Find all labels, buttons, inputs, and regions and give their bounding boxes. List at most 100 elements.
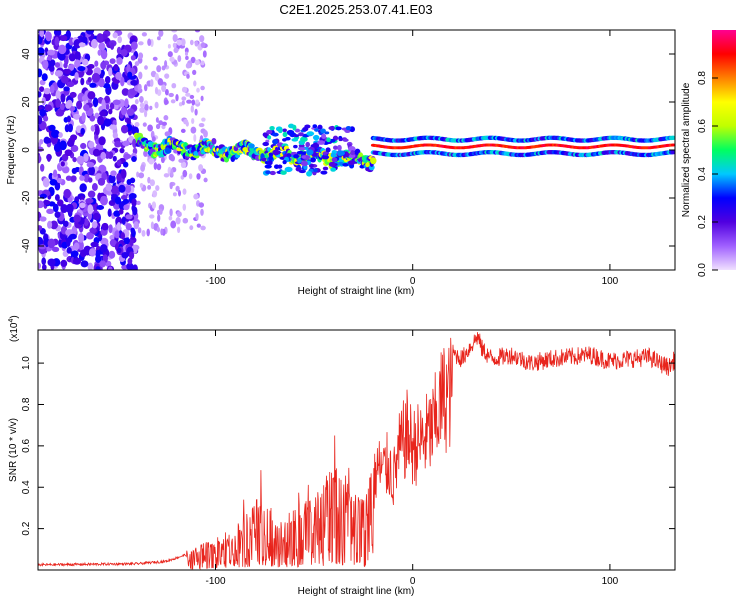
spectrogram-noise-cell xyxy=(81,36,88,43)
spectrogram-noise-cell xyxy=(91,38,98,49)
spectrogram-noise-cell xyxy=(173,47,179,54)
snr-y-tick-label: 0.4 xyxy=(21,480,32,494)
spectrogram-noise-cell xyxy=(54,62,61,68)
spectrogram-noise-cell xyxy=(38,142,42,148)
spectrogram-noise-cell xyxy=(66,115,72,123)
spectrogram-noise-cell xyxy=(182,203,187,211)
spectrogram-signal-cell xyxy=(317,124,323,130)
spectrogram-noise-cell xyxy=(170,220,177,229)
spectrogram-noise-cell xyxy=(182,217,189,224)
spectrogram-noise-cell xyxy=(108,250,116,259)
spectrogram-signal-cell xyxy=(286,153,292,158)
spectrogram-noise-cell xyxy=(63,220,69,227)
spectrogram-noise-cell xyxy=(139,95,144,103)
spectrogram-noise-cell xyxy=(116,221,122,231)
spectrogram-signal-cell xyxy=(312,142,320,149)
spectrogram-noise-cell xyxy=(185,62,191,69)
spectrogram-noise-cell xyxy=(158,120,163,126)
spectrogram-noise-cell xyxy=(137,83,142,91)
spectrogram-signal-cell xyxy=(337,144,342,151)
spectrogram-noise-cell xyxy=(100,49,108,60)
spectrogram-noise-cell xyxy=(143,84,148,92)
spectrogram-noise-cell xyxy=(200,85,205,91)
spectrogram-noise-cell xyxy=(56,199,64,207)
spectrogram-noise-cell xyxy=(194,59,200,66)
spectrogram-noise-cell xyxy=(138,41,144,46)
spectrogram-noise-cell xyxy=(144,65,148,70)
spectrogram-signal-cell xyxy=(305,141,310,148)
spectrogram-noise-cell xyxy=(138,52,144,60)
spectrogram-noise-cell xyxy=(66,247,72,254)
spectrogram-noise-cell xyxy=(55,109,64,117)
spectrogram-noise-cell xyxy=(44,104,52,112)
spectrogram-noise-cell xyxy=(66,81,75,88)
snr-y-tick-label: 0.2 xyxy=(21,521,32,535)
spectrogram-noise-cell xyxy=(87,204,94,215)
spectrogram-noise-cell xyxy=(55,90,61,100)
spectrogram-signal-cell xyxy=(347,145,356,152)
spectrogram-noise-cell xyxy=(148,158,155,165)
spectrogram-noise-cell xyxy=(156,163,162,171)
spectrogram-signal-cell xyxy=(271,132,279,137)
spectrogram-noise-cell xyxy=(89,115,96,122)
spectrogram-signal-cell xyxy=(288,123,295,129)
spectrogram-noise-cell xyxy=(108,67,113,77)
snr-plot-area xyxy=(38,330,675,570)
spectrogram-noise-cell xyxy=(78,233,85,243)
spectrogram-noise-cell xyxy=(118,208,124,215)
spectrogram-x-tick-label: 0 xyxy=(410,276,416,287)
spectrogram-signal-cell xyxy=(321,133,327,139)
spectrogram-noise-cell xyxy=(126,262,134,270)
spectrogram-noise-cell xyxy=(178,102,183,107)
spectrogram-noise-cell xyxy=(56,177,63,184)
spectrogram-noise-cell xyxy=(38,244,47,250)
spectrogram-noise-cell xyxy=(61,153,69,162)
spectrogram-signal-cell xyxy=(317,140,326,145)
spectrogram-noise-cell xyxy=(200,60,205,66)
spectrogram-noise-cell xyxy=(169,182,173,190)
spectrogram-y-label: Frequency (Hz) xyxy=(6,116,17,185)
spectrogram-noise-cell xyxy=(91,72,100,83)
spectrogram-signal-cell xyxy=(286,129,295,136)
spectrogram-y-tick-label: 40 xyxy=(21,48,32,60)
spectrogram-noise-cell xyxy=(100,151,107,160)
spectrogram-noise-cell xyxy=(139,182,144,188)
spectrogram-noise-cell xyxy=(42,59,49,70)
spectrogram-noise-cell xyxy=(80,142,87,150)
spectrogram-noise-cell xyxy=(115,71,122,80)
spectrogram-noise-cell xyxy=(125,185,132,193)
spectrogram-noise-cell xyxy=(123,237,130,245)
spectrogram-signal-cell xyxy=(280,170,287,175)
spectrogram-noise-cell xyxy=(83,152,89,162)
spectrogram-noise-cell xyxy=(39,30,45,38)
spectrogram-noise-cell xyxy=(114,140,122,148)
spectrogram-noise-cell xyxy=(156,226,161,233)
spectrogram-noise-cell xyxy=(58,52,66,61)
spectrogram-noise-cell xyxy=(43,87,51,95)
spectrogram-noise-cell xyxy=(54,211,61,218)
spectrogram-signal-cell xyxy=(267,160,273,166)
spectrogram-y-tick-label: -40 xyxy=(21,238,32,253)
spectrogram-noise-cell xyxy=(97,177,106,186)
spectrogram-noise-cell xyxy=(136,200,141,206)
spectrogram-noise-cell xyxy=(146,228,150,237)
spectrogram-noise-cell xyxy=(73,214,81,223)
spectrogram-noise-cell xyxy=(79,175,85,181)
colorbar: 0.0 0.2 0.4 0.6 0.8 Normalized spectral ampl… xyxy=(681,30,736,277)
spectrogram-signal-cell xyxy=(328,126,335,131)
spectrogram-noise-cell xyxy=(47,49,56,56)
spectrogram-noise-cell xyxy=(110,42,115,50)
spectrogram-noise-cell xyxy=(190,56,196,64)
spectrogram-noise-cell xyxy=(121,251,129,259)
spectrogram-y-tick-label: 0 xyxy=(21,147,32,153)
spectrogram-noise-cell xyxy=(133,221,140,230)
spectrogram-y-ticks: -40 -20 0 20 40 xyxy=(21,48,675,253)
spectrogram-noise-cell xyxy=(144,103,149,111)
spectrogram-noise-cell xyxy=(49,84,55,94)
spectrogram-noise-cell xyxy=(58,44,67,55)
spectrogram-noise-cell xyxy=(72,157,77,163)
spectrogram-noise-cell xyxy=(158,208,163,215)
spectrogram-noise-cell xyxy=(109,58,116,64)
spectrogram-signal-cell xyxy=(322,166,329,171)
